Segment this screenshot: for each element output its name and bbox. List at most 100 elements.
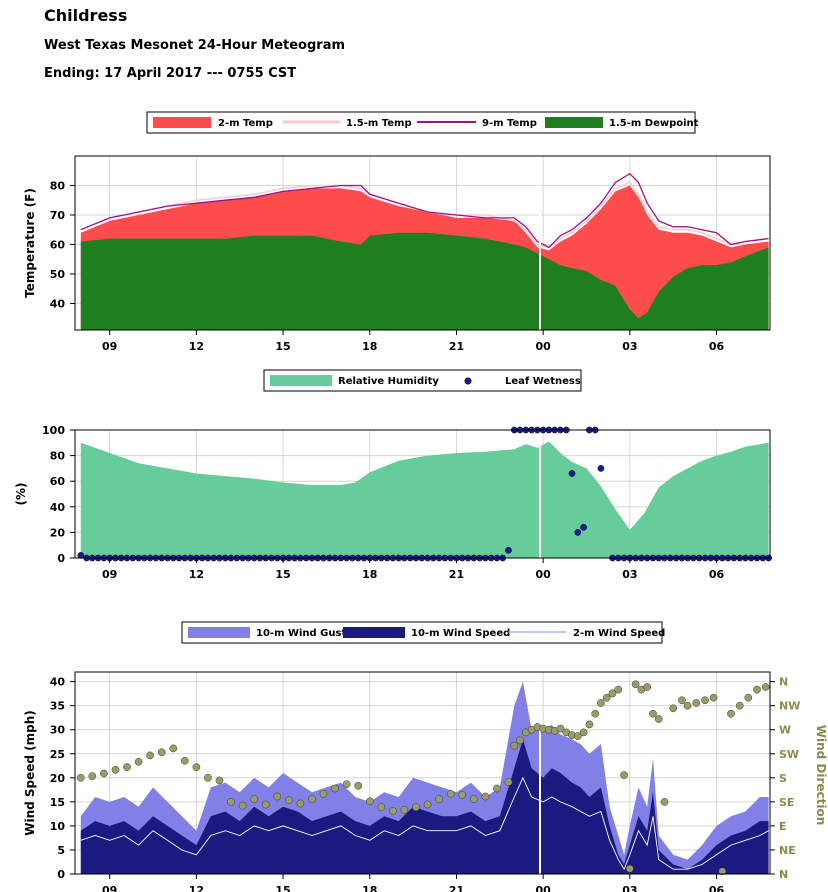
leaf-wetness-point xyxy=(597,465,605,472)
wind-direction-point xyxy=(458,791,467,799)
legend-swatch-speed xyxy=(343,627,405,638)
meteogram-title: West Texas Mesonet 24-Hour Meteogram xyxy=(44,38,346,53)
direction-tick-label: SW xyxy=(779,748,799,761)
humidity-x-ticks: 09 12 15 18 21 00 03 06 xyxy=(102,558,725,581)
y-tick-label: 40 xyxy=(50,676,66,689)
x-tick-label: 12 xyxy=(189,884,204,892)
temperature-y-label: Temperature (F) xyxy=(23,188,37,298)
x-tick-label: 12 xyxy=(189,568,204,581)
wind-x-ticks: 09 12 15 18 21 00 03 06 xyxy=(102,874,725,892)
x-tick-label: 21 xyxy=(449,884,464,892)
wind-y-ticks: 0 5 10 15 20 25 30 35 40 xyxy=(50,676,75,881)
wind-direction-point xyxy=(585,720,594,729)
wind-direction-point xyxy=(649,709,657,718)
legend-label-2m-temp: 2-m Temp xyxy=(218,118,273,129)
wind-direction-point xyxy=(701,696,709,705)
legend-swatch-gust xyxy=(188,627,250,638)
wind-speed-2m-line xyxy=(80,776,769,871)
wind-direction-point xyxy=(683,701,692,710)
wind-direction-point xyxy=(654,715,663,723)
legend-label-speed: 10-m Wind Speed xyxy=(411,628,510,639)
wind-direction-point xyxy=(169,744,178,753)
wind-direction-point xyxy=(227,798,235,806)
wind-direction-point xyxy=(753,685,761,694)
wind-direction-point xyxy=(76,773,85,782)
station-title: Childress xyxy=(44,6,128,25)
legend-label-leaf: Leaf Wetness xyxy=(505,376,581,387)
wind-direction-point xyxy=(510,741,519,750)
legend-label-speed-2m: 2-m Wind Speed xyxy=(573,628,665,639)
wind-direction-point xyxy=(157,748,166,757)
wind-direction-point xyxy=(146,751,154,760)
wind-direction-point xyxy=(389,807,397,815)
temp-9m-line xyxy=(80,172,769,249)
wind-direction-point xyxy=(284,796,293,805)
wind-direction-point xyxy=(204,773,212,782)
wind-direction-point xyxy=(215,776,224,785)
x-tick-label: 18 xyxy=(362,884,377,892)
wind-direction-point xyxy=(261,800,270,809)
wind-direction-point xyxy=(678,696,686,705)
x-tick-label: 00 xyxy=(535,884,551,892)
legend-swatch-rh xyxy=(270,375,332,386)
y-tick-label: 40 xyxy=(50,297,66,310)
wind-direction-point xyxy=(446,789,455,798)
y-tick-label: 10 xyxy=(50,820,66,833)
x-tick-label: 06 xyxy=(709,340,725,353)
wind-panel: 0 5 10 15 20 25 30 35 40 N NE E SE S SW W NW N 09 12 15 18 2… xyxy=(23,671,828,892)
x-tick-label: 03 xyxy=(622,340,637,353)
ending-time: Ending: 17 April 2017 --- 0755 CST xyxy=(44,66,297,81)
wind-frame xyxy=(74,671,771,875)
y-tick-label: 35 xyxy=(50,700,65,713)
direction-tick-label: W xyxy=(779,724,791,737)
wind-direction-point xyxy=(692,699,701,707)
y-tick-label: 60 xyxy=(50,238,66,251)
wind-direction-point xyxy=(331,784,339,793)
legend-swatch-dewpoint xyxy=(545,117,603,128)
y-tick-label: 60 xyxy=(50,475,66,488)
y-tick-label: 15 xyxy=(50,796,65,809)
x-tick-label: 18 xyxy=(362,340,377,353)
wind-direction-point xyxy=(296,799,305,808)
rh-area xyxy=(80,441,769,558)
wind-direction-point xyxy=(423,800,432,809)
x-tick-label: 15 xyxy=(275,568,290,581)
wind-direction-point xyxy=(602,693,611,702)
wind-direction-point xyxy=(111,765,120,774)
wind-direction-points xyxy=(76,680,770,876)
humidity-legend: Relative Humidity Leaf Wetness xyxy=(263,369,582,392)
y-tick-label: 5 xyxy=(57,844,65,857)
humidity-y-ticks: 0 20 40 60 80 100 xyxy=(42,424,75,565)
temp-15m-line xyxy=(80,181,769,249)
wind-direction-point xyxy=(735,701,744,710)
temperature-legend: 2-m Temp 1.5-m Temp 9-m Temp 1.5-m Dewpo… xyxy=(146,111,699,134)
humidity-frame xyxy=(74,429,771,559)
humidity-y-label: (%) xyxy=(14,483,28,506)
wind-direction-label: Wind Direction xyxy=(814,725,828,826)
wind-direction-point xyxy=(709,693,718,702)
y-tick-label: 40 xyxy=(50,501,66,514)
wind-direction-point xyxy=(504,778,513,786)
temperature-y-ticks: 40 50 60 70 80 xyxy=(50,179,75,310)
x-tick-label: 12 xyxy=(189,340,204,353)
temperature-x-ticks: 09 12 15 18 21 00 03 06 xyxy=(102,330,725,353)
wind-direction-point xyxy=(481,792,490,801)
legend-label-9m-temp: 9-m Temp xyxy=(482,118,537,129)
leaf-wetness-point xyxy=(568,470,576,477)
x-tick-label: 09 xyxy=(102,568,117,581)
wind-direction-ticks: N NE E SE S SW W NW N xyxy=(770,676,800,881)
y-tick-label: 100 xyxy=(42,424,65,437)
x-tick-label: 03 xyxy=(622,568,637,581)
wind-direction-point xyxy=(354,781,363,790)
wind-direction-point xyxy=(273,792,282,801)
y-tick-label: 0 xyxy=(57,868,65,881)
wind-speed-area xyxy=(80,739,769,874)
wind-direction-point xyxy=(377,803,386,812)
x-tick-label: 00 xyxy=(535,340,551,353)
y-tick-label: 25 xyxy=(50,748,65,761)
wind-direction-point xyxy=(591,709,600,718)
wind-direction-point xyxy=(727,709,735,718)
wind-legend: 10-m Wind Gust 10-m Wind Speed 2-m Wind … xyxy=(181,621,665,644)
direction-tick-label: NW xyxy=(779,700,800,713)
